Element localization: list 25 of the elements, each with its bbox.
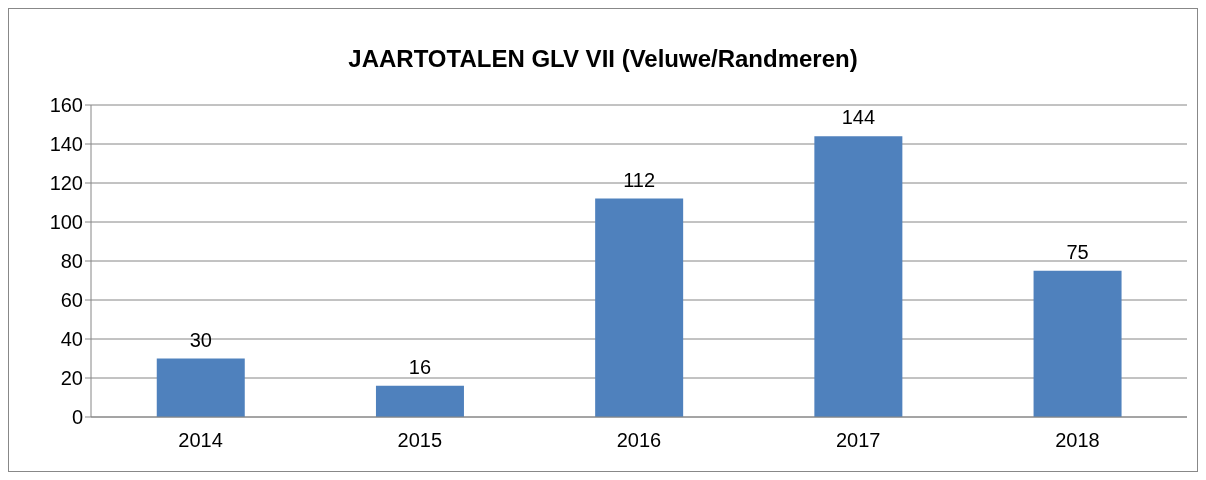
bar [595,198,684,417]
data-label: 112 [623,168,656,191]
bar [375,385,464,417]
bar [156,358,245,417]
y-tick-label: 40 [60,328,83,351]
x-tick-label: 2018 [1055,429,1100,452]
y-tick-label: 120 [49,172,83,195]
chart-title: JAARTOTALEN GLV VII (Veluwe/Randmeren) [347,45,859,73]
x-tick-label: 2014 [178,429,223,452]
y-tick-label: 80 [60,250,83,273]
x-tick-label: 2015 [397,429,443,452]
y-tick-label: 140 [49,133,83,156]
data-label: 144 [841,106,876,129]
bar [814,136,903,417]
y-tick-label: 0 [71,406,83,429]
data-label: 16 [408,355,432,378]
data-label: 30 [189,328,212,351]
y-tick-label: 20 [60,367,83,390]
y-tick-label: 100 [49,211,83,234]
x-tick-label: 2016 [616,429,662,452]
y-tick-label: 60 [60,289,83,312]
bar [1033,270,1122,417]
data-label: 75 [1066,240,1089,263]
y-tick-label: 160 [49,94,83,117]
x-tick-label: 2017 [835,429,881,452]
